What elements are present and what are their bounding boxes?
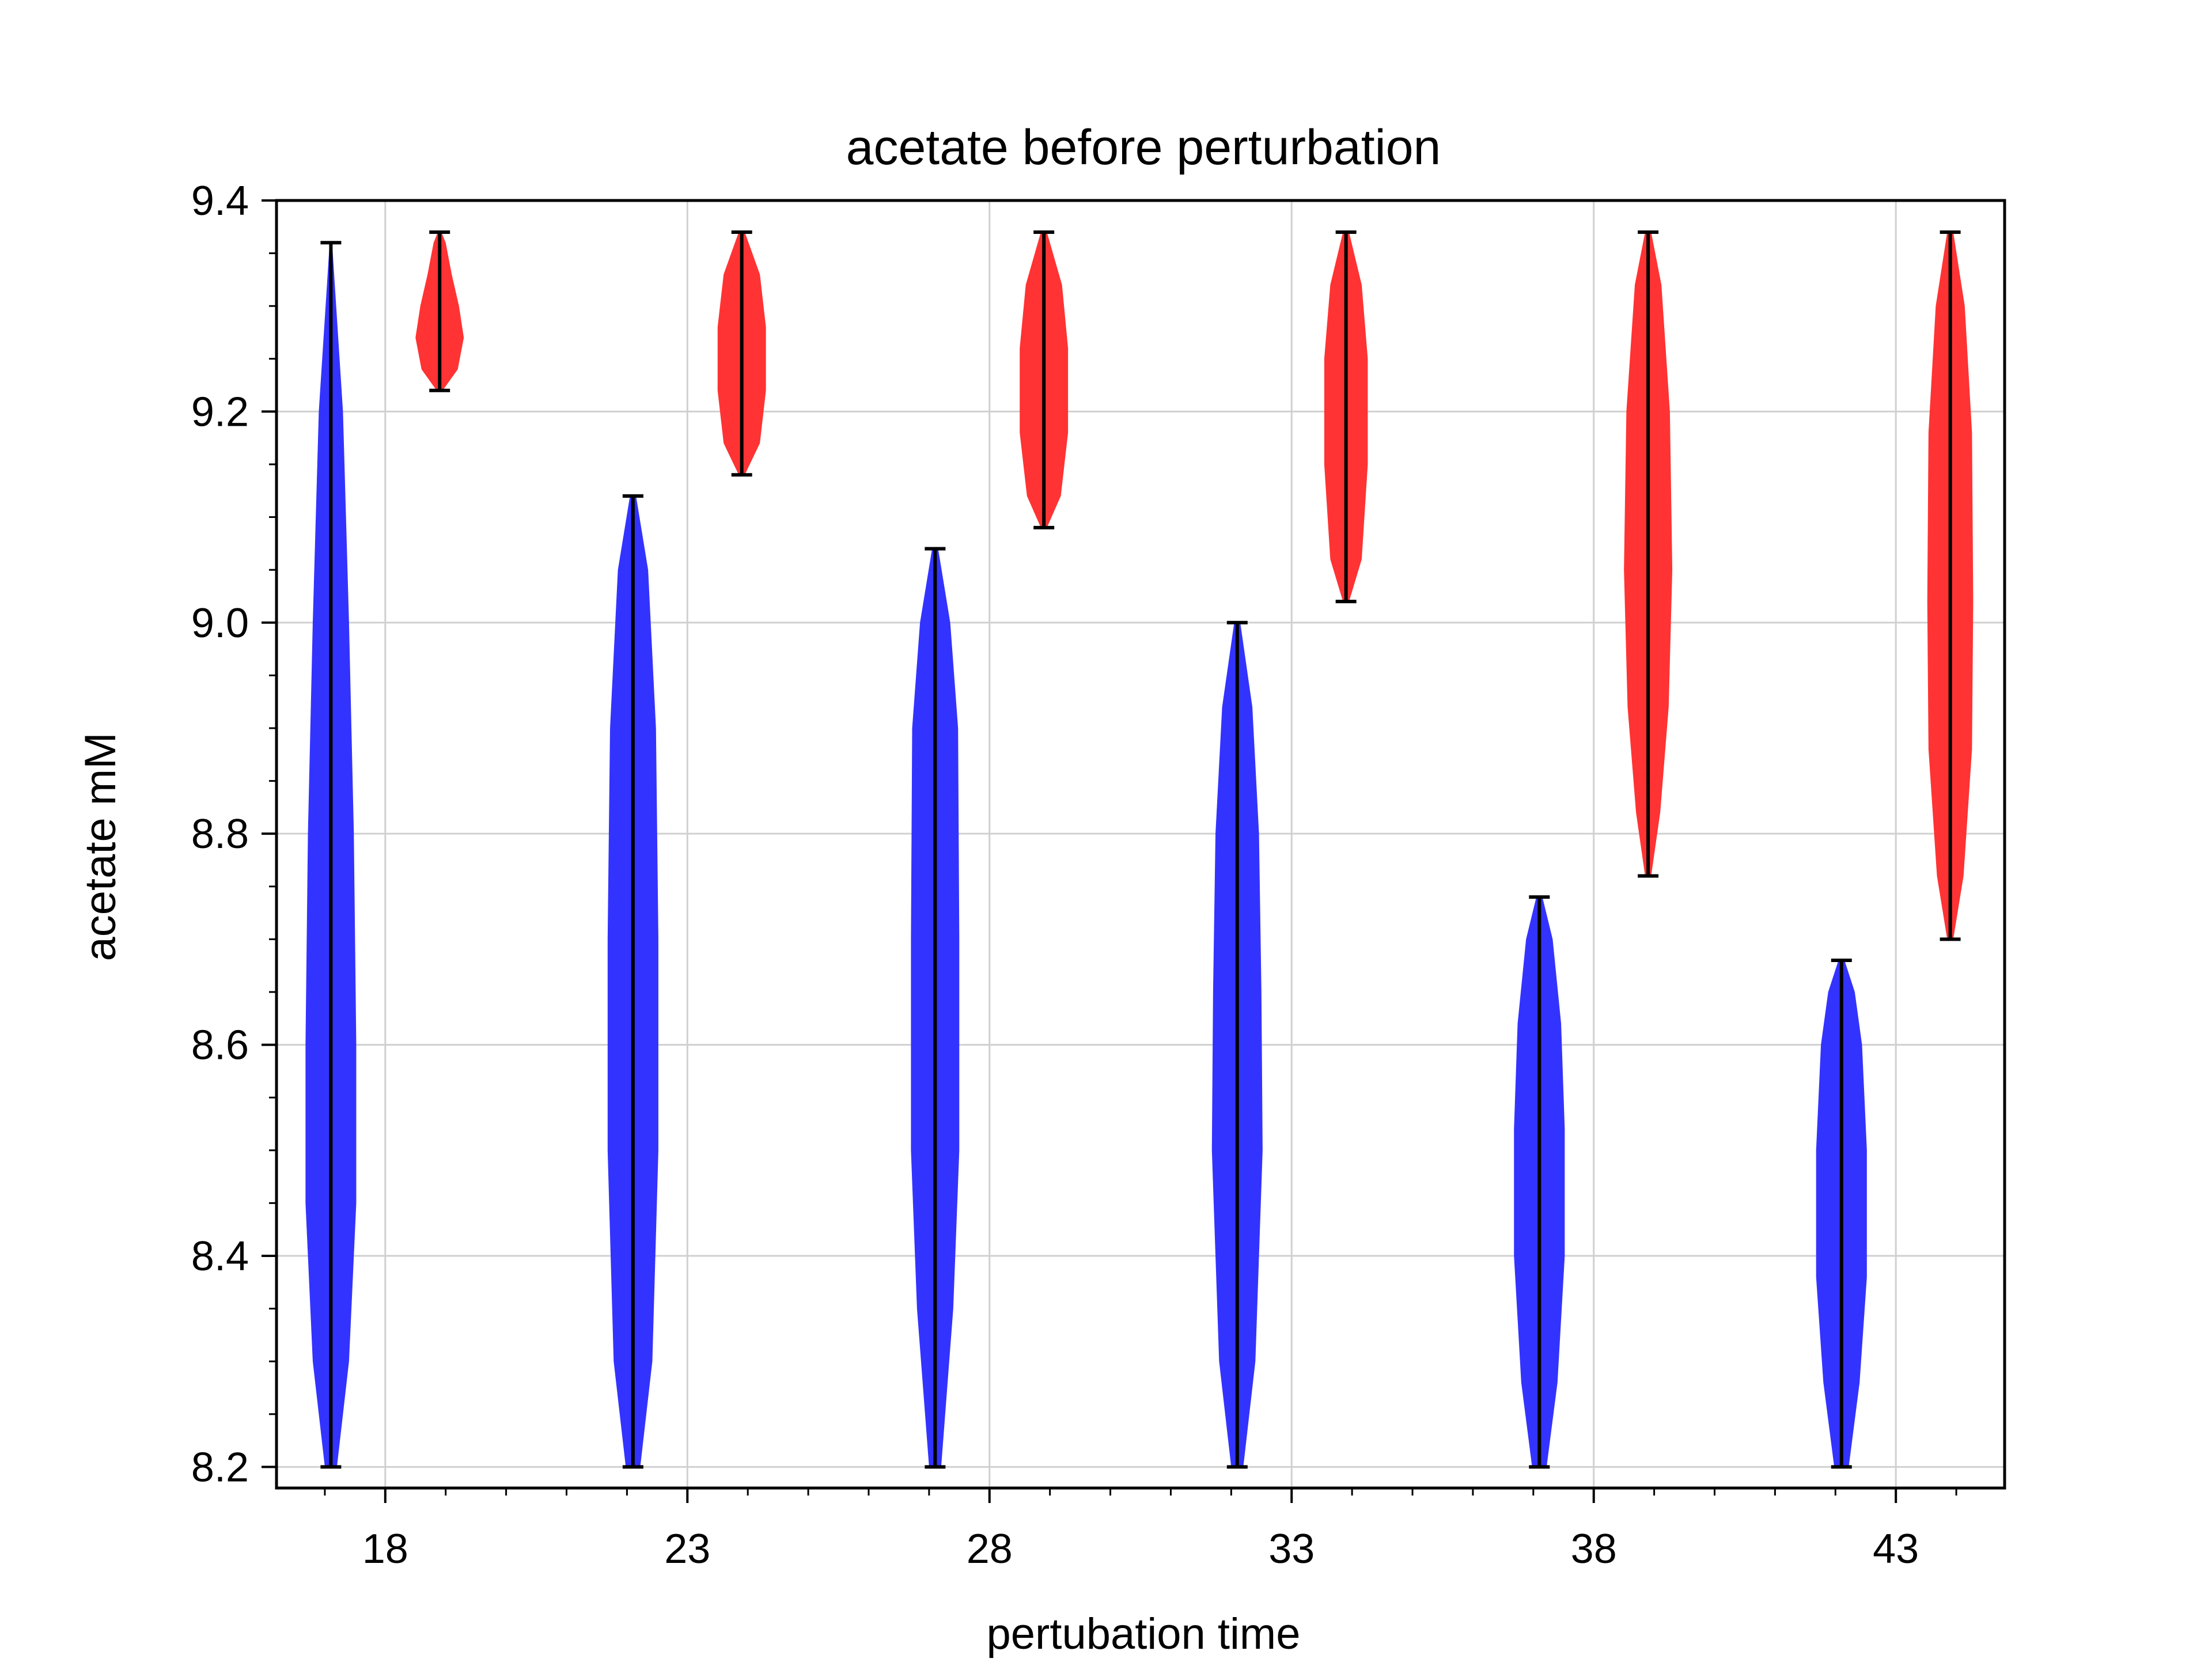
violins bbox=[305, 230, 1974, 1469]
x-tick-label: 43 bbox=[1873, 1526, 1919, 1572]
chart-title: acetate before perturbation bbox=[846, 120, 1441, 175]
x-tick-label: 23 bbox=[664, 1526, 710, 1572]
y-tick-label: 8.2 bbox=[191, 1444, 249, 1490]
y-tick-label: 8.8 bbox=[191, 811, 249, 857]
violin-series bbox=[415, 230, 1974, 941]
y-tick-label: 9.4 bbox=[191, 178, 249, 224]
violin-series bbox=[305, 241, 1867, 1469]
y-axis-label: acetate mM bbox=[76, 732, 125, 961]
y-tick-label: 8.4 bbox=[191, 1233, 249, 1279]
x-tick-label: 33 bbox=[1268, 1526, 1315, 1572]
plot-frame bbox=[275, 199, 2006, 1490]
grid bbox=[276, 199, 2005, 1488]
x-axis-label: pertubation time bbox=[987, 1610, 1301, 1659]
x-tick-label: 38 bbox=[1571, 1526, 1617, 1572]
y-tick-label: 9.0 bbox=[191, 600, 249, 646]
x-tick-label: 18 bbox=[362, 1526, 408, 1572]
x-tick-label: 28 bbox=[967, 1526, 1013, 1572]
axes: 18 23 28 33 38 43 8.2 8.4 8.6 8.8 9.0 9.2 9.4 bbox=[191, 178, 1957, 1572]
y-tick-label: 9.2 bbox=[191, 389, 249, 435]
y-tick-label: 8.6 bbox=[191, 1023, 249, 1069]
